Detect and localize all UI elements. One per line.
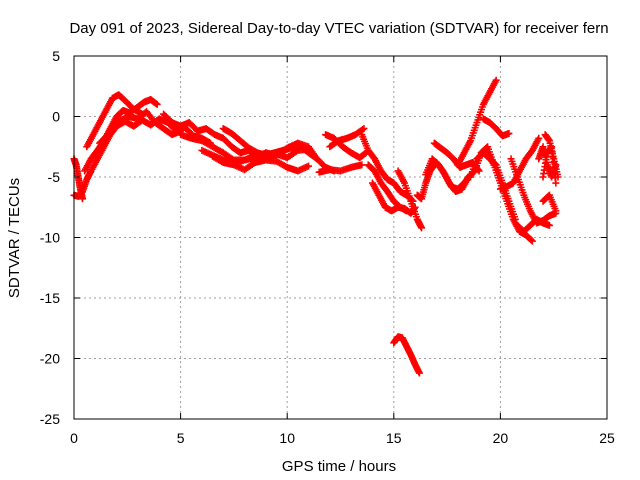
data-point bbox=[153, 100, 161, 108]
y-tick-label: 5 bbox=[52, 48, 60, 64]
tick-labels: 0 5 10 15 20 25 -25 -20 -15 -10 -5 0 5 bbox=[40, 48, 615, 446]
data-point bbox=[545, 221, 553, 229]
series-sat-l bbox=[315, 161, 366, 176]
x-tick-label: 5 bbox=[177, 430, 185, 446]
series-sat-r bbox=[394, 167, 426, 232]
series-sat-ah bbox=[539, 191, 560, 215]
y-tick-label: -20 bbox=[40, 351, 60, 367]
series-sat-q bbox=[368, 179, 419, 217]
series-sat-ad bbox=[513, 215, 553, 235]
data-point bbox=[359, 125, 367, 133]
data-point bbox=[358, 161, 366, 169]
data-point bbox=[492, 76, 500, 84]
grid-lines bbox=[74, 56, 607, 419]
data-point bbox=[415, 369, 423, 377]
y-tick-label: -25 bbox=[40, 411, 60, 427]
series-sat-j bbox=[209, 152, 313, 175]
x-tick-label: 0 bbox=[70, 430, 78, 446]
series-sat-x bbox=[454, 76, 500, 169]
x-tick-label: 15 bbox=[386, 430, 402, 446]
series-sat-o bbox=[358, 131, 417, 205]
x-tick-label: 20 bbox=[493, 430, 509, 446]
data-point bbox=[418, 224, 426, 232]
series-sat-ac bbox=[507, 155, 560, 227]
y-tick-label: -5 bbox=[48, 169, 61, 185]
data-point bbox=[305, 162, 313, 170]
data-point bbox=[528, 237, 536, 245]
series-sat-k bbox=[219, 125, 338, 175]
series-sat-z bbox=[479, 115, 513, 140]
data-point bbox=[527, 236, 535, 244]
y-tick-label: 0 bbox=[52, 109, 60, 125]
data-point bbox=[505, 129, 513, 137]
y-axis-label: SDTVAR / TECUs bbox=[6, 178, 23, 298]
x-tick-label: 10 bbox=[279, 430, 295, 446]
chart-title: Day 091 of 2023, Sidereal Day-to-day VTE… bbox=[69, 20, 608, 37]
data-point bbox=[79, 195, 87, 203]
axis-ticks bbox=[73, 55, 608, 420]
data-points bbox=[70, 76, 562, 377]
data-point bbox=[360, 125, 368, 133]
series-sat-t bbox=[390, 333, 423, 377]
data-point bbox=[554, 173, 562, 181]
series-sat-ag bbox=[541, 131, 562, 181]
series-sat-n bbox=[326, 125, 368, 151]
y-tick-label: -10 bbox=[40, 230, 60, 246]
data-point bbox=[535, 134, 543, 142]
y-tick-label: -15 bbox=[40, 290, 60, 306]
x-axis-label: GPS time / hours bbox=[282, 458, 396, 475]
data-point bbox=[552, 207, 560, 215]
data-point bbox=[552, 179, 560, 187]
x-tick-label: 25 bbox=[599, 430, 615, 446]
